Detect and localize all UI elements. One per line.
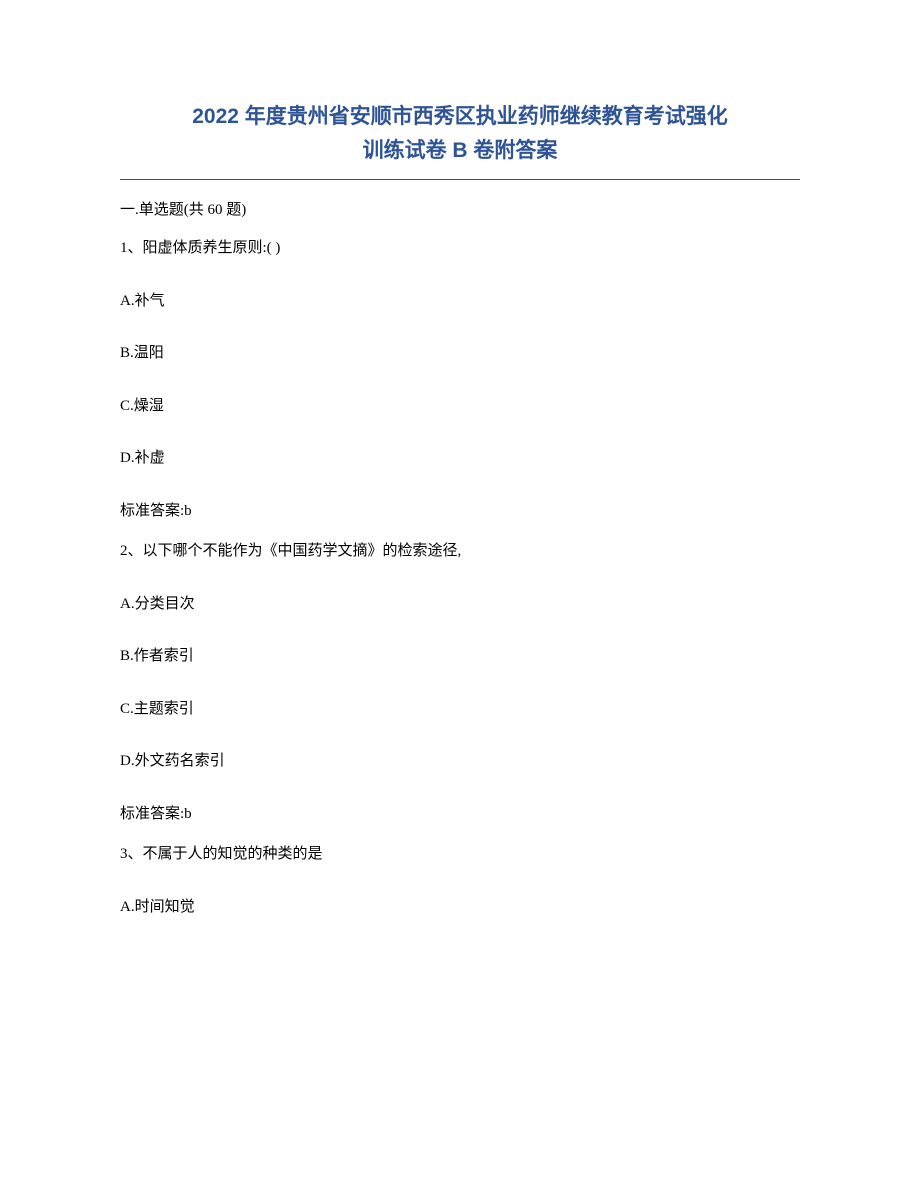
title-line1: 2022 年度贵州省安顺市西秀区执业药师继续教育考试强化	[120, 100, 800, 134]
option-b: B.作者索引	[120, 645, 800, 668]
question-text: 1、阳虚体质养生原则:( )	[120, 237, 800, 260]
section-header: 一.单选题(共 60 题)	[120, 198, 800, 219]
option-d: D.补虚	[120, 447, 800, 470]
option-a: A.时间知觉	[120, 896, 800, 919]
option-d: D.外文药名索引	[120, 750, 800, 773]
option-a: A.补气	[120, 290, 800, 313]
option-c: C.主题索引	[120, 698, 800, 721]
question-text: 3、不属于人的知觉的种类的是	[120, 843, 800, 866]
question-1: 1、阳虚体质养生原则:( ) A.补气 B.温阳 C.燥湿 D.补虚 标准答案:…	[120, 237, 800, 522]
answer-text: 标准答案:b	[120, 500, 800, 523]
question-2: 2、以下哪个不能作为《中国药学文摘》的检索途径, A.分类目次 B.作者索引 C…	[120, 540, 800, 825]
option-c: C.燥湿	[120, 395, 800, 418]
answer-text: 标准答案:b	[120, 803, 800, 826]
title-line2: 训练试卷 B 卷附答案	[120, 134, 800, 168]
option-b: B.温阳	[120, 342, 800, 365]
question-text: 2、以下哪个不能作为《中国药学文摘》的检索途径,	[120, 540, 800, 563]
title-divider	[120, 179, 800, 180]
question-3: 3、不属于人的知觉的种类的是 A.时间知觉	[120, 843, 800, 918]
title-section: 2022 年度贵州省安顺市西秀区执业药师继续教育考试强化 训练试卷 B 卷附答案	[120, 100, 800, 167]
option-a: A.分类目次	[120, 593, 800, 616]
